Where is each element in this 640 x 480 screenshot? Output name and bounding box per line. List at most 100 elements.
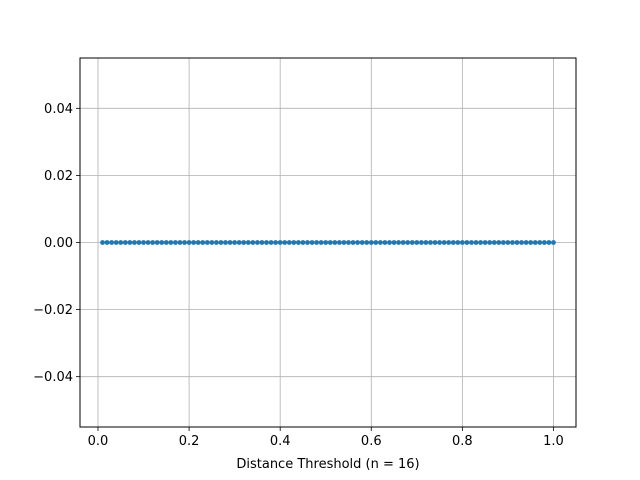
x-tick-label: 0.6 bbox=[361, 434, 382, 449]
data-point bbox=[314, 240, 320, 245]
data-point bbox=[377, 240, 383, 245]
data-point bbox=[232, 240, 238, 245]
data-point bbox=[387, 240, 392, 245]
data-point bbox=[259, 240, 265, 245]
data-point bbox=[405, 240, 411, 245]
data-point bbox=[295, 240, 301, 245]
data-point bbox=[109, 240, 115, 245]
data-point bbox=[255, 240, 260, 245]
data-point bbox=[496, 240, 502, 245]
data-point bbox=[100, 240, 105, 245]
data-point bbox=[132, 240, 137, 245]
data-point bbox=[464, 240, 470, 245]
data-point bbox=[418, 240, 424, 245]
data-point bbox=[236, 240, 242, 245]
data-point bbox=[346, 240, 351, 245]
y-tick-label: −0.04 bbox=[33, 370, 73, 385]
data-point bbox=[195, 240, 201, 245]
data-point bbox=[127, 240, 133, 245]
data-point bbox=[391, 240, 397, 245]
data-point bbox=[268, 240, 274, 245]
data-point bbox=[528, 240, 534, 245]
data-point bbox=[223, 240, 228, 245]
data-point bbox=[250, 240, 256, 245]
y-tick-label: 0.00 bbox=[44, 236, 73, 251]
data-point bbox=[396, 240, 401, 245]
data-point bbox=[214, 240, 219, 245]
y-tick-label: 0.04 bbox=[44, 102, 73, 117]
data-point bbox=[264, 240, 269, 245]
x-tick-label: 0.8 bbox=[452, 434, 473, 449]
data-point bbox=[505, 240, 511, 245]
data-point bbox=[218, 240, 224, 245]
data-point bbox=[104, 240, 110, 245]
x-tick-label: 0.0 bbox=[88, 434, 109, 449]
x-tick-label: 1.0 bbox=[543, 434, 564, 449]
data-point bbox=[277, 240, 283, 245]
data-point bbox=[368, 240, 374, 245]
data-point bbox=[141, 240, 146, 245]
data-point bbox=[478, 240, 483, 245]
data-point bbox=[423, 240, 429, 245]
data-point bbox=[182, 240, 187, 245]
data-point bbox=[364, 240, 370, 245]
data-point bbox=[487, 240, 493, 245]
data-point bbox=[414, 240, 420, 245]
data-point bbox=[459, 240, 465, 245]
data-point bbox=[350, 240, 356, 245]
data-point bbox=[168, 240, 174, 245]
data-point bbox=[514, 240, 520, 245]
data-point bbox=[245, 240, 251, 245]
data-point bbox=[273, 240, 279, 245]
ticks: 0.0 0.2 0.4 0.6 0.8 1.0 −0.04 −0.02 0.00 0.02 0.04 bbox=[33, 102, 564, 449]
data-point bbox=[309, 240, 315, 245]
data-point bbox=[510, 240, 515, 245]
data-point bbox=[450, 240, 456, 245]
data-point bbox=[532, 240, 538, 245]
data-point bbox=[437, 240, 442, 245]
data-point bbox=[336, 240, 342, 245]
data-point bbox=[282, 240, 288, 245]
data-point bbox=[163, 240, 169, 245]
series bbox=[100, 240, 556, 245]
data-point bbox=[500, 240, 506, 245]
data-point bbox=[177, 240, 183, 245]
data-point bbox=[473, 240, 479, 245]
data-point bbox=[305, 240, 310, 245]
data-point bbox=[551, 240, 556, 245]
data-point bbox=[145, 240, 151, 245]
y-tick-label: −0.02 bbox=[33, 303, 73, 318]
data-point bbox=[546, 240, 552, 245]
data-point bbox=[227, 240, 233, 245]
data-point bbox=[241, 240, 247, 245]
data-point bbox=[537, 240, 543, 245]
data-point bbox=[359, 240, 365, 245]
data-point bbox=[150, 240, 156, 245]
data-point bbox=[118, 240, 124, 245]
data-point bbox=[122, 240, 128, 245]
data-point bbox=[341, 240, 347, 245]
data-point bbox=[173, 240, 178, 245]
data-point bbox=[409, 240, 415, 245]
data-point bbox=[432, 240, 438, 245]
data-point bbox=[382, 240, 388, 245]
data-point bbox=[200, 240, 206, 245]
x-tick-label: 0.2 bbox=[179, 434, 200, 449]
data-point bbox=[373, 240, 379, 245]
data-point bbox=[491, 240, 497, 245]
data-point bbox=[318, 240, 324, 245]
data-point bbox=[186, 240, 192, 245]
data-point bbox=[291, 240, 297, 245]
data-point bbox=[355, 240, 361, 245]
x-axis-label: Distance Threshold (n = 16) bbox=[236, 457, 419, 472]
data-point bbox=[204, 240, 210, 245]
data-point bbox=[327, 240, 333, 245]
data-point bbox=[332, 240, 338, 245]
data-point bbox=[541, 240, 547, 245]
data-point bbox=[154, 240, 160, 245]
data-point bbox=[209, 240, 215, 245]
data-point bbox=[286, 240, 292, 245]
data-point bbox=[191, 240, 197, 245]
data-point bbox=[300, 240, 306, 245]
